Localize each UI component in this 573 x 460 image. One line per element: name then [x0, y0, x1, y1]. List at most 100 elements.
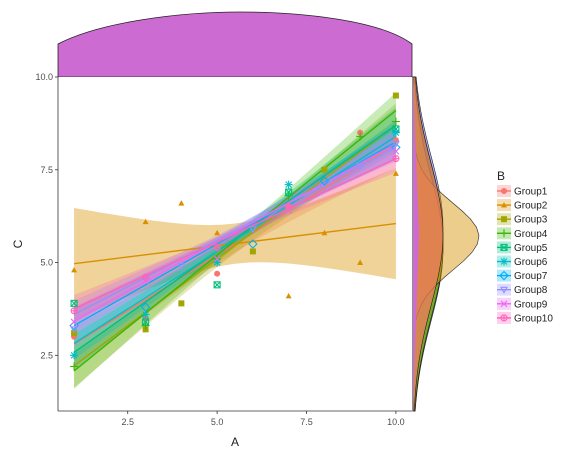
- regression-line-group5: [73, 124, 397, 353]
- legend-marker-group9: [500, 300, 508, 308]
- data-point-group8: [70, 326, 79, 334]
- data-point-group5: [285, 188, 293, 196]
- legend-label-group3: Group3: [514, 215, 548, 226]
- legend-marker-group5: [500, 243, 508, 251]
- data-point-group4: [356, 132, 365, 141]
- legend-label-group10: Group10: [514, 313, 553, 324]
- regression-line-group8: [73, 146, 397, 316]
- legend-key-group8: [497, 283, 511, 296]
- legend-key-group7: [497, 269, 511, 282]
- legend-key-group10: [497, 311, 511, 324]
- data-point-group3: [249, 248, 256, 255]
- data-point-group7: [140, 302, 151, 312]
- legend-key-group6: [497, 255, 511, 268]
- data-point-group9: [213, 255, 221, 263]
- data-point-group2: [178, 200, 185, 206]
- data-point-group2: [321, 229, 328, 236]
- data-point-group10: [392, 155, 400, 163]
- legend-label-group5: Group5: [514, 243, 548, 254]
- regression-line-group9: [73, 143, 397, 322]
- top-marginal-density: [57, 11, 413, 78]
- data-point-group10: [213, 244, 221, 252]
- regression-lines: [73, 109, 397, 372]
- data-point-group4: [70, 362, 79, 371]
- legend-label-group8: Group8: [514, 285, 548, 296]
- y-tick-label: 5.0: [40, 258, 53, 268]
- x-tick-label: 2.5: [121, 417, 134, 427]
- data-point-group2: [214, 229, 221, 236]
- legend-key-group2: [497, 199, 511, 212]
- y-tick-label: 10.0: [35, 72, 53, 82]
- regression-line-group2: [74, 222, 396, 265]
- x-tick-label: 10.0: [387, 417, 405, 427]
- x-tick-label: 5.0: [211, 417, 224, 427]
- legend-key-group5: [497, 241, 511, 254]
- data-point-group3: [178, 300, 185, 307]
- data-point-group5: [142, 318, 150, 326]
- right-density-group1: [412, 76, 444, 412]
- data-point-group6: [391, 128, 400, 137]
- data-point-group10: [142, 273, 150, 281]
- data-point-group2: [357, 259, 364, 265]
- data-point-group8: [248, 226, 257, 234]
- y-tick-label: 7.5: [40, 165, 53, 175]
- data-point-group1: [214, 270, 221, 277]
- data-point-group6: [284, 180, 293, 189]
- regression-line-group6: [73, 135, 397, 345]
- data-point-group6: [70, 351, 79, 360]
- legend-label-group6: Group6: [514, 257, 548, 268]
- data-point-group8: [391, 140, 400, 148]
- regression-line-group10: [73, 158, 397, 310]
- y-tick-label: 2.5: [40, 350, 53, 360]
- data-point-group6: [213, 258, 222, 267]
- legend-marker-group2: [501, 202, 507, 208]
- data-point-group4: [141, 321, 150, 330]
- data-point-group10: [70, 307, 78, 315]
- data-point-group5: [213, 281, 221, 289]
- data-point-group4: [391, 117, 400, 126]
- legend-key-group4: [497, 227, 511, 240]
- x-axis-ticks: 2.5 5.0 7.5 10.0: [121, 411, 405, 427]
- legend-marker-group10: [500, 314, 508, 322]
- y-axis-ticks: 2.5 5.0 7.5 10.0: [35, 72, 58, 360]
- legend-marker-group8: [500, 286, 508, 294]
- legend-label-group4: Group4: [514, 229, 548, 240]
- data-point-group8: [177, 263, 186, 271]
- data-point-group7: [319, 176, 330, 186]
- right-density-overlay: [413, 77, 419, 411]
- legend-key-group3: [497, 213, 511, 226]
- legend-marker-group4: [500, 229, 508, 238]
- legend-marker-group1: [501, 188, 507, 194]
- data-point-group2: [285, 292, 292, 299]
- legend-title: B: [497, 169, 505, 183]
- data-point-group8: [356, 163, 365, 171]
- data-point-group3: [392, 92, 399, 99]
- data-points: [69, 92, 401, 371]
- right-marginal-densities: [412, 76, 480, 412]
- legend-marker-group6: [500, 257, 508, 266]
- legend-label-group2: Group2: [514, 201, 548, 212]
- legend-key-group9: [497, 297, 511, 310]
- legend-marker-group7: [499, 270, 509, 281]
- legend-label-group7: Group7: [514, 271, 548, 282]
- data-point-group5: [70, 299, 78, 307]
- data-point-group2: [71, 266, 78, 273]
- legend-key-group1: [497, 185, 511, 197]
- x-axis-title: A: [231, 435, 239, 449]
- legend-label-group1: Group1: [514, 187, 548, 198]
- legend-marker-group3: [501, 216, 507, 223]
- regression-line-group3: [73, 124, 397, 367]
- data-point-group9: [392, 147, 400, 155]
- y-axis-title: C: [11, 239, 25, 248]
- data-point-group2: [392, 170, 399, 176]
- data-point-group10: [285, 203, 293, 211]
- data-point-group4: [284, 191, 293, 200]
- x-tick-label: 7.5: [300, 417, 313, 427]
- data-point-group7: [248, 239, 258, 249]
- data-point-group3: [321, 166, 328, 173]
- legend-label-group9: Group9: [514, 299, 548, 310]
- data-point-group2: [142, 218, 149, 225]
- data-point-group9: [70, 318, 78, 326]
- legend: B Group1 Group2 Group3 Group4 Group5 Group6 Gr…: [497, 169, 553, 324]
